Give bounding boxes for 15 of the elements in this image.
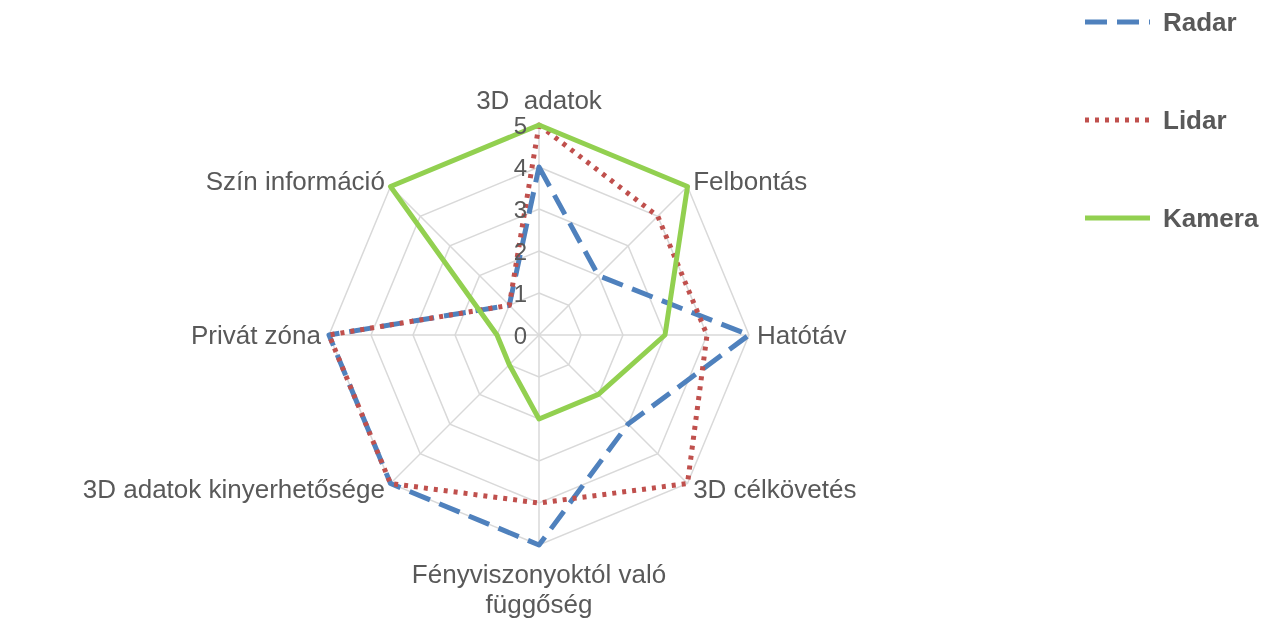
y-tick-label: 3: [513, 196, 527, 223]
y-tick-label: 0: [513, 322, 527, 349]
y-tick-label: 1: [513, 280, 527, 307]
legend-label: Lidar: [1163, 105, 1227, 135]
legend-label: Radar: [1163, 7, 1237, 37]
spoke-label: 3D célkövetés: [693, 474, 857, 505]
spoke-label: 3D adatok kinyerhetősége: [82, 474, 385, 505]
spoke-label: Privát zóna: [190, 320, 322, 350]
spoke-label: Hatótáv: [757, 320, 847, 350]
spoke-label: 3D adatok: [476, 85, 603, 115]
spoke-label: Fényviszonyoktól való függőség: [411, 559, 667, 619]
legend-label: Kamera: [1163, 203, 1259, 233]
spoke-label: Felbontás: [693, 165, 808, 196]
spoke-label: Szín információ: [205, 165, 385, 196]
y-tick-label: 4: [513, 154, 527, 181]
